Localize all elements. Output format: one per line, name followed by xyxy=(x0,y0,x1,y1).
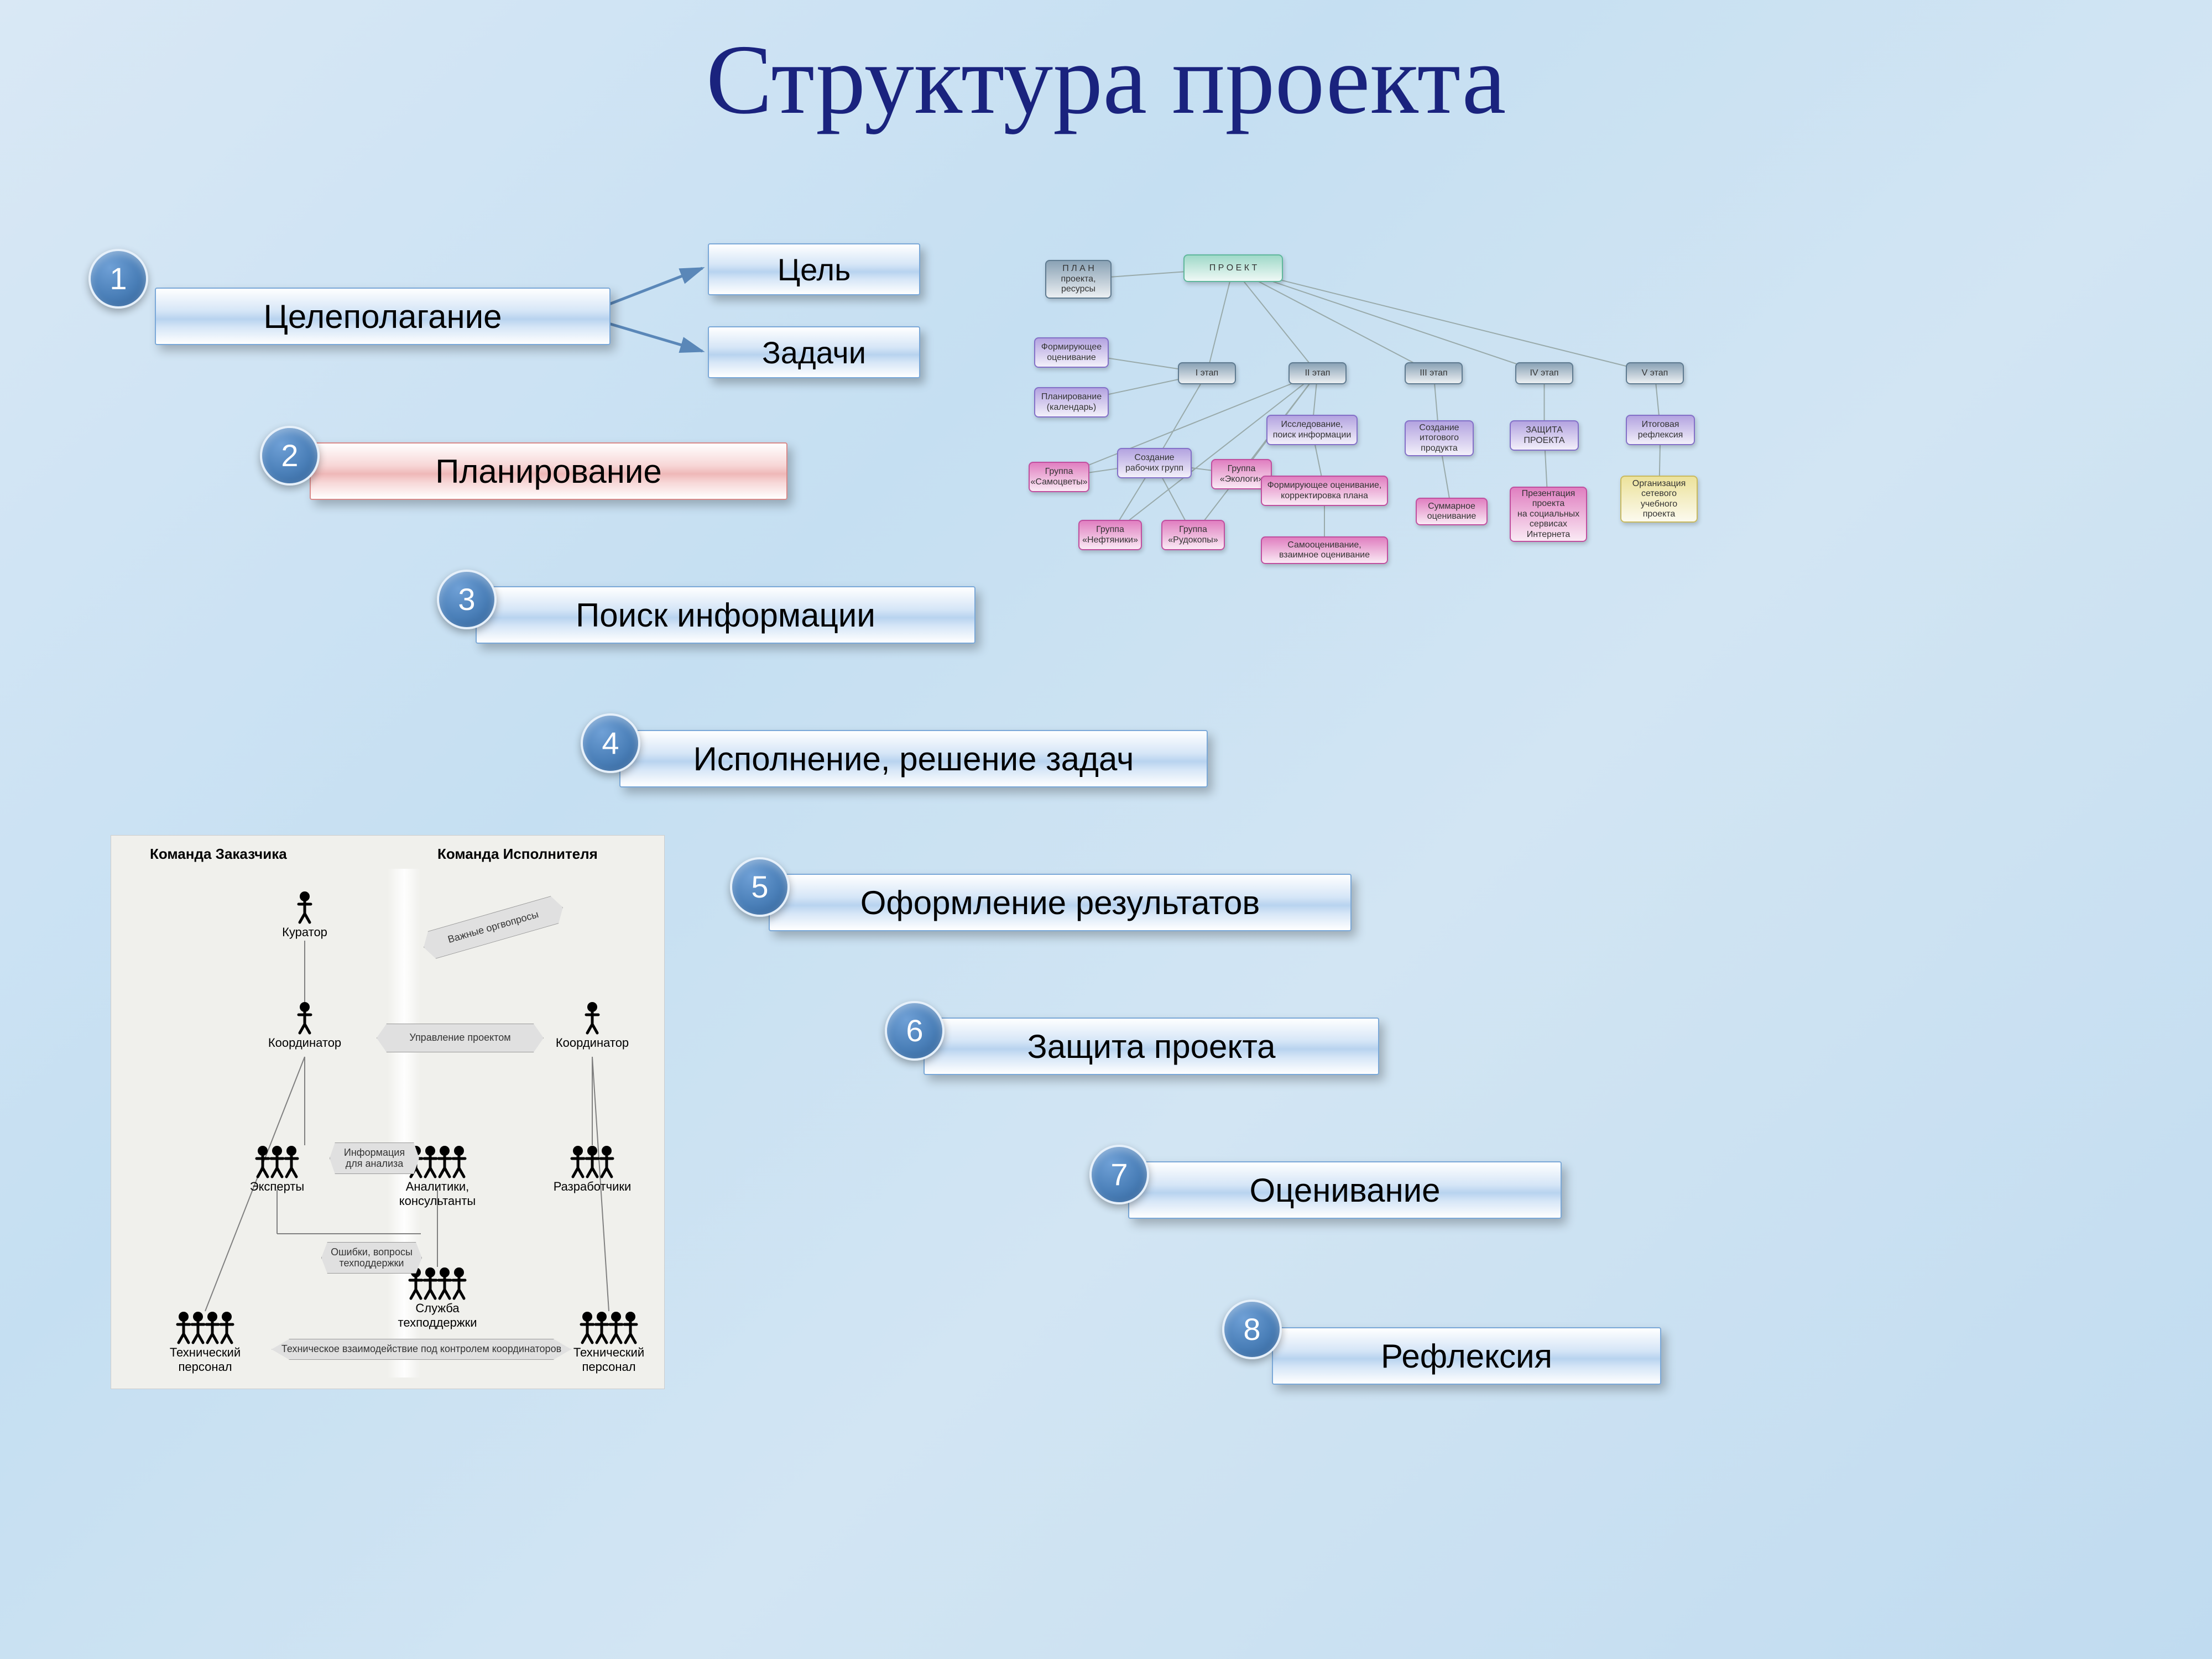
org-role-tech_l: Техническийперсонал xyxy=(155,1345,255,1374)
step-bar-6: Защита проекта xyxy=(924,1018,1379,1075)
org-arrow-1: Управление проектом xyxy=(377,1024,544,1052)
org-role-curator: Куратор xyxy=(255,925,354,940)
org-role-coord_r: Координатор xyxy=(542,1036,642,1050)
mini-node-etap2: II этап xyxy=(1288,362,1347,384)
org-role-coord_l: Координатор xyxy=(255,1036,354,1050)
mini-node-research: Исследование,поиск информации xyxy=(1266,415,1358,445)
step-badge-5: 5 xyxy=(730,857,790,917)
step-badge-8: 8 xyxy=(1222,1300,1282,1359)
mini-node-create_prod: Созданиеитоговогопродукта xyxy=(1405,420,1474,456)
step-badge-6: 6 xyxy=(885,1001,945,1061)
step-bar-4: Исполнение, решение задач xyxy=(619,730,1208,787)
org-role-devs: Разработчики xyxy=(542,1180,642,1194)
mini-node-project: П Р О Е К Т xyxy=(1183,254,1283,282)
mini-node-etap5: V этап xyxy=(1626,362,1684,384)
org-chart: Команда ЗаказчикаКоманда ИсполнителяКура… xyxy=(111,835,665,1389)
mini-node-etap4: IV этап xyxy=(1515,362,1573,384)
org-arrow-2: Информациядля анализа xyxy=(330,1142,419,1174)
org-role-support: Службатехподдержки xyxy=(388,1301,487,1330)
branch-goal: Цель xyxy=(708,243,920,295)
step-badge-2: 2 xyxy=(260,426,320,486)
step-bar-3: Поиск информации xyxy=(476,586,975,644)
mini-node-final_ref: Итоговаярефлексия xyxy=(1626,415,1695,445)
org-role-tech_r: Техническийперсонал xyxy=(559,1345,659,1374)
page-title: Структура проекта xyxy=(0,22,2212,137)
mini-flowchart: П Л А Нпроекта,ресурсы П Р О Е К Т Формиру… xyxy=(1029,254,1847,630)
step-bar-1: Целеполагание xyxy=(155,288,611,345)
step-bar-7: Оценивание xyxy=(1128,1161,1562,1219)
mini-node-gr_rud: Группа«Рудокопы» xyxy=(1161,520,1225,550)
mini-node-gr_neft: Группа«Нефтяники» xyxy=(1078,520,1142,550)
step-badge-3: 3 xyxy=(437,570,497,629)
step-badge-4: 4 xyxy=(581,713,640,773)
mini-node-etap1: I этап xyxy=(1178,362,1236,384)
mini-node-plan: П Л А Нпроекта,ресурсы xyxy=(1045,260,1112,299)
step-bar-8: Рефлексия xyxy=(1272,1327,1661,1385)
branch-tasks: Задачи xyxy=(708,326,920,378)
mini-node-gr_samo: Группа«Самоцветы» xyxy=(1029,462,1089,492)
mini-node-sum_eval: Суммарноеоценивание xyxy=(1416,498,1488,525)
mini-node-self_eval: Самооценивание,взаимное оценивание xyxy=(1261,536,1388,564)
step-badge-7: 7 xyxy=(1089,1145,1149,1204)
step-bar-2: Планирование xyxy=(310,442,787,500)
org-role-experts: Эксперты xyxy=(227,1180,327,1194)
mini-node-plan_cal: Планирование(календарь) xyxy=(1034,387,1109,418)
org-arrow-4: Техническое взаимодействие под контролем… xyxy=(272,1339,571,1360)
mini-node-form_eval2: Формирующее оценивание,корректировка пла… xyxy=(1261,476,1388,506)
mini-node-org_net: Организациясетевогоучебногопроекта xyxy=(1620,476,1698,523)
org-arrow-3: Ошибки, вопросытехподдержки xyxy=(321,1242,422,1274)
mini-node-form_eval: Формирующееоценивание xyxy=(1034,337,1109,368)
mini-node-etap3: III этап xyxy=(1405,362,1463,384)
step-badge-1: 1 xyxy=(88,249,148,309)
step-bar-5: Оформление результатов xyxy=(769,874,1352,931)
mini-node-create_wg: Созданиерабочих групп xyxy=(1117,448,1192,478)
mini-node-defense: ЗАЩИТАПРОЕКТА xyxy=(1510,420,1579,451)
mini-node-present: Презентацияпроектана социальныхсервисахИ… xyxy=(1510,487,1587,542)
org-role-analysts: Аналитики,консультанты xyxy=(388,1180,487,1208)
